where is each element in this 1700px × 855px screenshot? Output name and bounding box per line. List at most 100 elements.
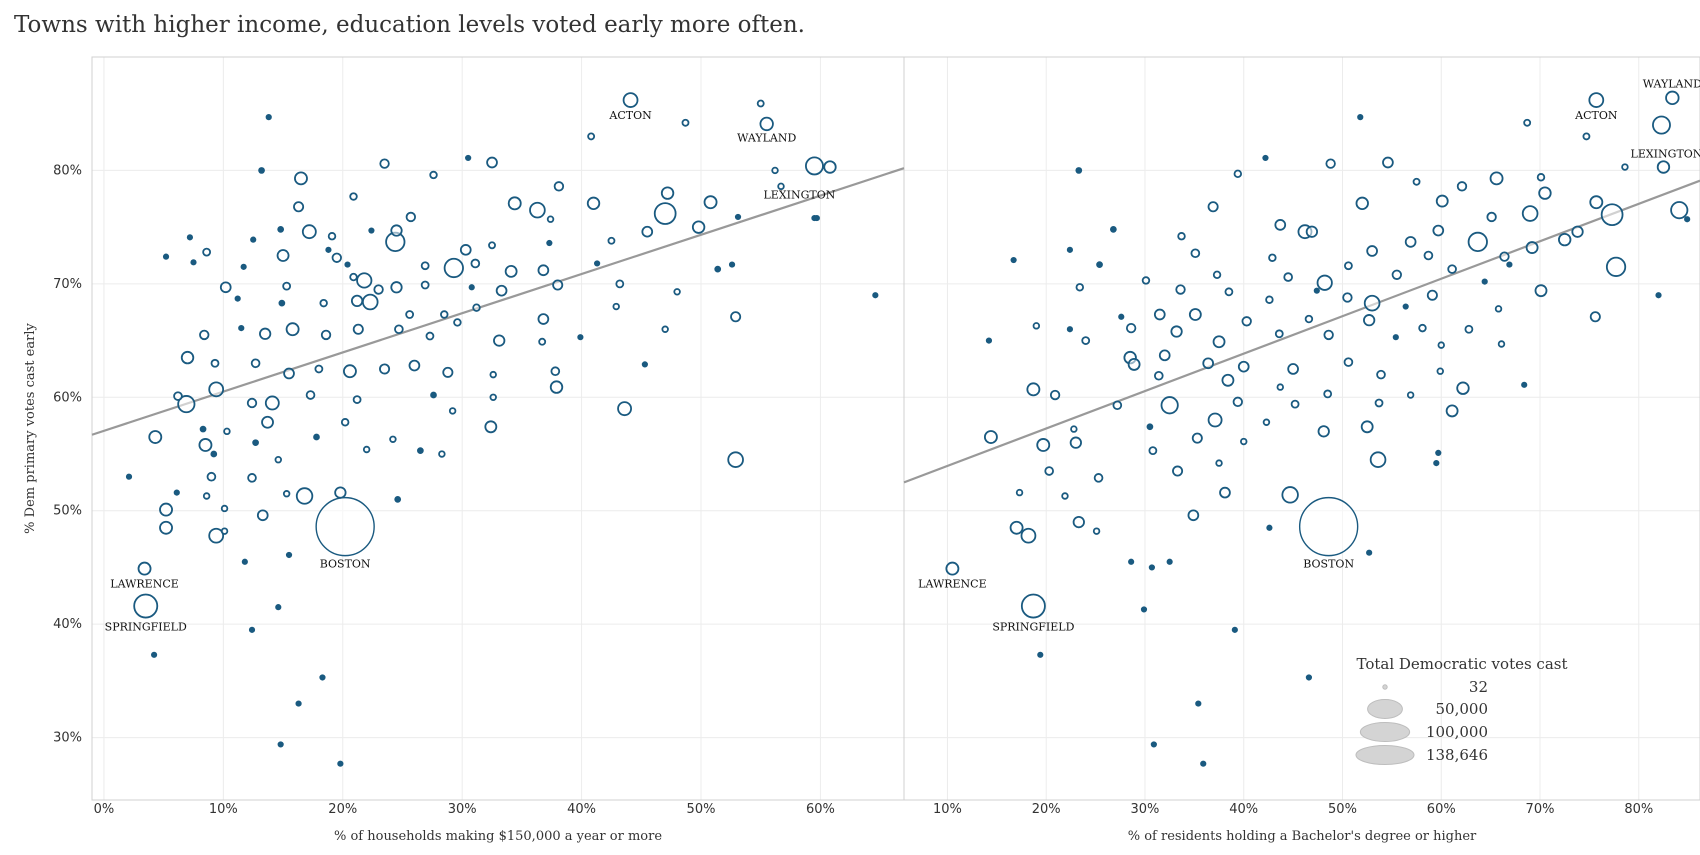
scatter-point bbox=[210, 358, 220, 368]
scatter-point bbox=[349, 272, 358, 282]
axis-text: 0% 10% 20% 30% 40% 50% 60% % of households maki… bbox=[23, 163, 1653, 844]
scatter-point bbox=[340, 418, 350, 427]
scatter-point bbox=[553, 181, 565, 192]
scatter-point bbox=[1061, 492, 1069, 500]
scatter-point bbox=[1010, 256, 1017, 264]
scatter-point bbox=[985, 337, 993, 344]
scatter-point bbox=[1265, 295, 1274, 304]
scatter-point bbox=[1154, 370, 1164, 381]
scatter-point bbox=[159, 520, 173, 535]
x-tick-label: 60% bbox=[806, 802, 835, 817]
scatter-point bbox=[1525, 241, 1539, 254]
scatter-point bbox=[1423, 250, 1434, 261]
town-label: SPRINGFIELD bbox=[992, 621, 1074, 634]
scatter-points bbox=[125, 90, 1691, 767]
x-tick-label: 30% bbox=[448, 802, 477, 817]
scatter-point bbox=[1049, 389, 1061, 401]
scatter-point bbox=[285, 322, 300, 337]
scatter-point bbox=[219, 281, 232, 294]
scatter-point bbox=[220, 504, 229, 513]
scatter-point bbox=[1582, 132, 1591, 141]
scatter-point bbox=[1200, 760, 1207, 767]
scatter-point bbox=[349, 192, 358, 201]
scatter-point bbox=[1305, 225, 1319, 238]
scatter-point bbox=[331, 252, 342, 263]
grid-layer bbox=[92, 57, 1700, 800]
scatter-point bbox=[1172, 465, 1184, 477]
scatter-point bbox=[133, 593, 159, 619]
scatter-point bbox=[442, 366, 454, 378]
scatter-point bbox=[1435, 449, 1442, 456]
scatter-point bbox=[1233, 169, 1243, 179]
scatter-point bbox=[1237, 360, 1250, 373]
scatter-point bbox=[1287, 363, 1299, 375]
scatter-point bbox=[1037, 651, 1044, 658]
legend-swatch bbox=[1355, 745, 1415, 765]
scatter-point bbox=[465, 154, 472, 162]
scatter-point bbox=[1020, 527, 1037, 544]
scatter-point bbox=[1363, 314, 1376, 327]
scatter-point bbox=[362, 445, 371, 454]
scatter-point bbox=[661, 325, 669, 333]
x-axis-label: % of households making $150,000 a year o… bbox=[334, 829, 662, 844]
scatter-point bbox=[1652, 115, 1671, 135]
scatter-point bbox=[1127, 358, 1141, 371]
scatter-point bbox=[1026, 382, 1041, 397]
scatter-point bbox=[1418, 323, 1427, 333]
scatter-point bbox=[1376, 369, 1386, 380]
scatter-point bbox=[728, 261, 736, 268]
scatter-point bbox=[1600, 203, 1624, 227]
scatter-point bbox=[394, 496, 402, 503]
scatter-point bbox=[1605, 256, 1627, 277]
scatter-point bbox=[1075, 167, 1083, 174]
scatter-point bbox=[1153, 308, 1166, 321]
scatter-point bbox=[430, 391, 437, 399]
scatter-point bbox=[1456, 181, 1468, 192]
scatter-point bbox=[1015, 488, 1024, 497]
scatter-point bbox=[1175, 284, 1186, 295]
scatter-point bbox=[202, 247, 212, 257]
scatter-point bbox=[258, 167, 265, 174]
y-axis-label: % Dem primary votes cast early bbox=[23, 323, 38, 534]
scatter-point bbox=[320, 329, 332, 341]
scatter-point bbox=[305, 390, 316, 400]
scatter-point bbox=[1521, 205, 1539, 222]
scatter-point bbox=[162, 253, 170, 260]
scatter-point bbox=[756, 99, 765, 108]
scatter-point bbox=[264, 395, 280, 411]
scatter-point bbox=[277, 226, 285, 233]
scatter-point bbox=[504, 264, 518, 278]
scatter-point bbox=[1207, 201, 1219, 213]
scatter-point bbox=[549, 380, 564, 394]
scatter-point bbox=[734, 213, 742, 221]
size-legend: Total Democratic votes cast 32 50,000 100,0… bbox=[1355, 655, 1568, 765]
scatter-point bbox=[1140, 606, 1148, 613]
scatter-point bbox=[159, 502, 173, 517]
scatter-point bbox=[438, 450, 446, 458]
scatter-point bbox=[1148, 564, 1155, 571]
x-tick-label: 10% bbox=[209, 802, 238, 817]
scatter-point bbox=[1506, 261, 1513, 268]
scatter-point bbox=[489, 393, 497, 402]
scatter-point bbox=[488, 241, 496, 250]
scatter-point bbox=[1070, 425, 1078, 433]
scatter-point bbox=[495, 284, 508, 297]
scatter-point bbox=[276, 249, 290, 262]
scatter-point bbox=[823, 160, 837, 174]
x-tick-label: 70% bbox=[1526, 802, 1555, 817]
scatter-point bbox=[1489, 171, 1504, 186]
x-tick-label: 40% bbox=[567, 802, 596, 817]
town-label: BOSTON bbox=[320, 558, 371, 571]
scatter-point bbox=[125, 473, 133, 480]
scatter-point bbox=[1538, 186, 1552, 200]
scatter-point bbox=[334, 486, 347, 499]
scatter-point bbox=[1316, 274, 1333, 291]
scatter-point bbox=[641, 225, 654, 238]
town-label: ACTON bbox=[1574, 109, 1618, 122]
scatter-point bbox=[1219, 486, 1231, 499]
x-tick-label: 20% bbox=[1032, 802, 1061, 817]
scatter-point bbox=[285, 551, 293, 559]
scatter-point bbox=[1093, 473, 1104, 483]
scatter-point bbox=[1402, 303, 1409, 310]
scatter-point bbox=[1589, 195, 1604, 210]
